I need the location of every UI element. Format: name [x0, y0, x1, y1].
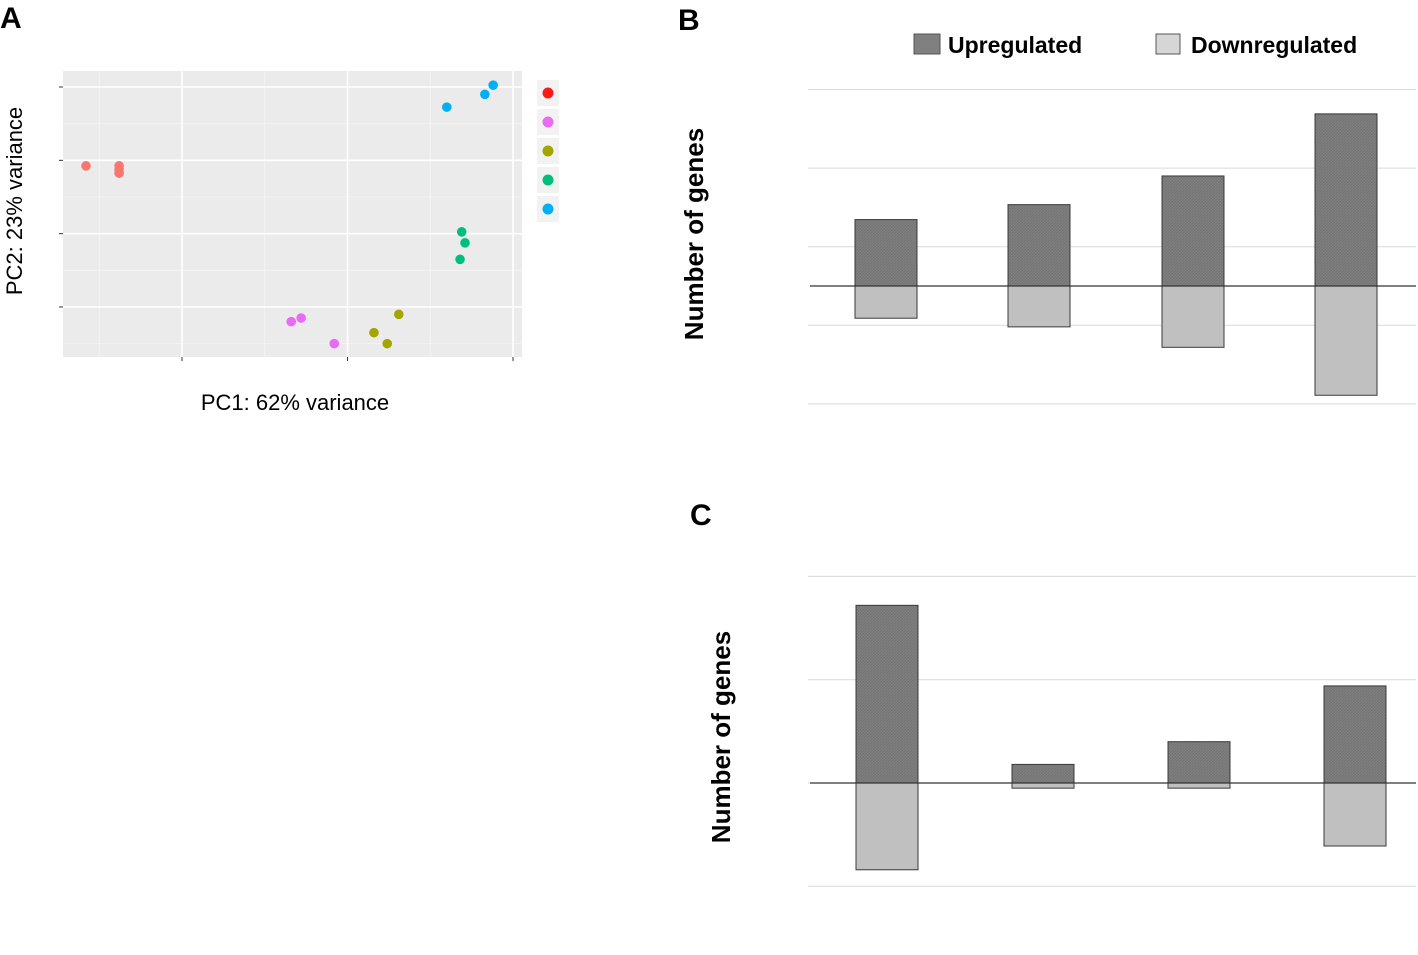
bar-chart-c-bar-downregulated: [855, 782, 919, 871]
legend-label-downregulated: Downregulated: [1191, 32, 1357, 58]
bar-chart-b-legend: Upregulated Downregulated: [913, 32, 1357, 58]
pca-point-d18: [455, 254, 465, 265]
pca-point-d13: [382, 338, 393, 349]
pca-point-d13: [394, 309, 404, 320]
pca-point-d18: [456, 227, 467, 237]
bar-chart-b-bar-downregulated: [854, 285, 918, 319]
bar-chart-b-bar-texture: [1315, 113, 1377, 286]
pca-legend-dot-d28: [542, 203, 554, 215]
pca-point-d28: [480, 89, 490, 100]
pca-legend-dot-d18: [542, 174, 554, 186]
pca-legend: [536, 80, 608, 222]
pca-y-axis-title: PC2: 23% variance: [2, 107, 27, 295]
legend-swatch-upregulated: [913, 33, 941, 55]
bar-chart-c: Number of genes: [706, 575, 1416, 887]
bar-chart-b-bar-downregulated: [1314, 285, 1378, 396]
pca-x-axis-title: PC1: 62% variance: [201, 390, 389, 415]
pca-point-d28: [488, 80, 498, 90]
panel-label-a: A: [0, 2, 22, 35]
bar-chart-b-bar-texture: [1008, 204, 1070, 286]
panel-label-b: B: [678, 4, 700, 37]
bar-chart-b-bar-texture: [1162, 175, 1224, 286]
pca-legend-dot-d7: [542, 116, 554, 128]
bar-chart-c-bar-texture: [1168, 741, 1230, 783]
pca-plot-background: [63, 71, 522, 357]
pca-legend-dot-d13: [542, 145, 554, 157]
bar-chart-c-bar-downregulated: [1323, 782, 1387, 847]
legend-swatch-downregulated: [1155, 33, 1181, 55]
bar-chart-c-bar-texture: [1012, 764, 1074, 783]
pca-point-d7: [329, 338, 340, 349]
bar-chart-b-bar-downregulated: [1007, 285, 1071, 328]
pca-point-d7: [286, 316, 297, 327]
bar-chart-c-y-axis-title: Number of genes: [706, 631, 736, 843]
bar-chart-c-bar-downregulated: [1167, 782, 1231, 789]
pca-scatter-chart: PC1: 62% variance PC2: 23% variance: [2, 71, 608, 415]
bar-chart-b: Upregulated Downregulated Number of gene…: [679, 32, 1416, 405]
pca-point-d0: [114, 168, 124, 178]
bar-chart-b-y-axis-title: Number of genes: [679, 128, 709, 340]
legend-label-upregulated: Upregulated: [948, 32, 1082, 58]
bar-chart-c-bar-texture: [856, 605, 918, 783]
bar-chart-b-bar-texture: [855, 219, 917, 286]
pca-point-d13: [369, 327, 379, 338]
pca-legend-dot-d0: [542, 87, 554, 99]
panel-label-c: C: [690, 499, 712, 532]
bar-chart-b-bar-downregulated: [1161, 285, 1225, 348]
pca-point-d0: [81, 161, 91, 171]
bar-chart-c-bar-downregulated: [1011, 782, 1075, 789]
pca-point-d18: [460, 238, 470, 248]
bar-chart-c-bar-texture: [1324, 685, 1386, 783]
pca-point-d7: [296, 313, 306, 323]
pca-point-d28: [442, 102, 452, 112]
